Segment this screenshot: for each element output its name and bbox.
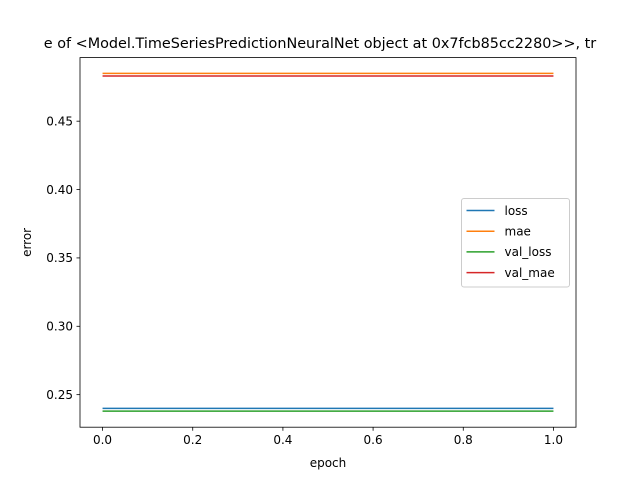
y-tick-label: 0.25 [46, 388, 73, 402]
y-tick-label: 0.35 [46, 251, 73, 265]
series-layer [102, 72, 554, 412]
y-tick-label: 0.40 [46, 183, 73, 197]
x-tick-label: 0.2 [183, 433, 202, 447]
legend-box [461, 198, 570, 288]
axes-layer: 0.0 0.2 0.4 0.6 0.8 1.0 0.25 0.30 0.35 0.40 0.45 [46, 114, 563, 447]
x-axis-label: epoch [310, 456, 347, 470]
x-tick-label: 0.8 [454, 433, 473, 447]
y-axis-label: error [20, 228, 34, 257]
x-tick-label: 0.6 [364, 433, 383, 447]
legend: loss mae val_loss val_mae [461, 198, 570, 288]
y-tick-label: 0.30 [46, 320, 73, 334]
y-tick-label: 0.45 [46, 114, 73, 128]
legend-label: loss [505, 204, 528, 218]
x-tick-label: 0.0 [93, 433, 112, 447]
plot-frame [79, 57, 577, 428]
legend-label: val_mae [505, 266, 555, 280]
chart-title: e of <Model.TimeSeriesPredictionNeuralNe… [44, 36, 597, 52]
x-tick-label: 0.4 [273, 433, 292, 447]
legend-label: val_loss [505, 245, 552, 259]
legend-label: mae [505, 225, 531, 239]
x-tick-label: 1.0 [544, 433, 563, 447]
